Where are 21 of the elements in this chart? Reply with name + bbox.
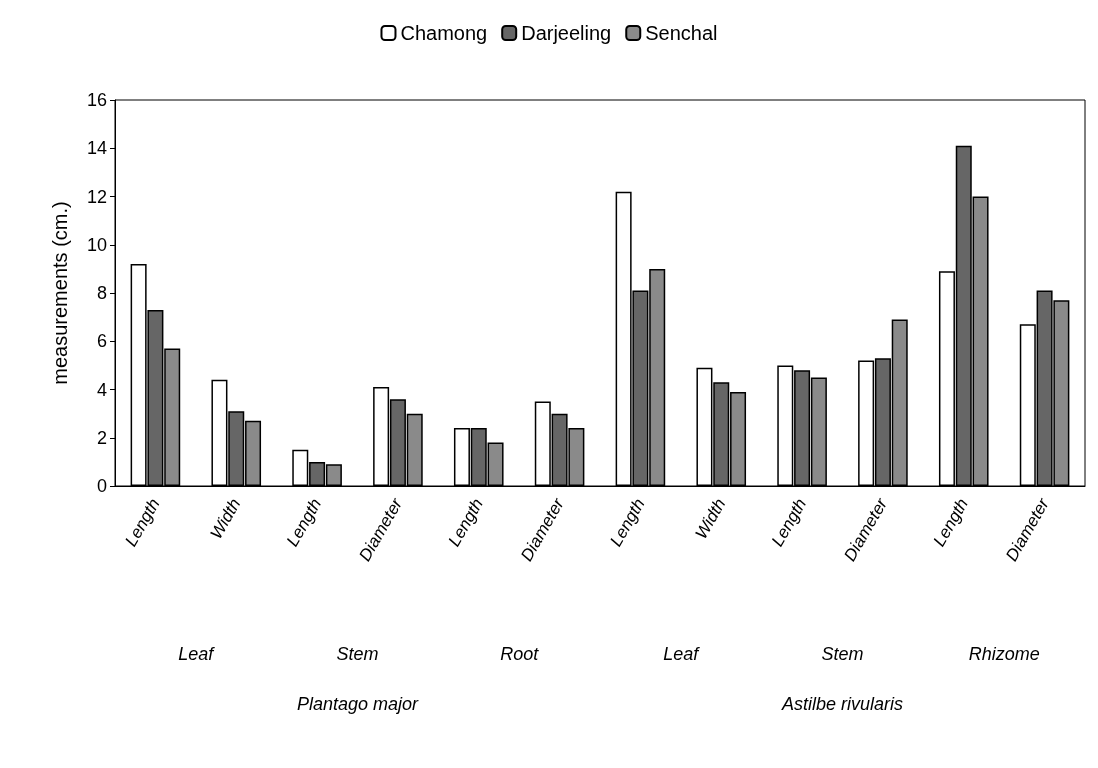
y-tick-label: 0	[96, 476, 107, 496]
y-tick-label: 8	[96, 283, 107, 303]
text: Leaf	[663, 644, 701, 664]
y-tick-label: 12	[86, 186, 107, 207]
y-tick-label: 4	[96, 379, 107, 400]
legend-label: Darjeeling	[521, 22, 612, 44]
text: Stem	[336, 644, 379, 664]
y-tick-label: 10	[86, 234, 107, 255]
text: Plantago major	[296, 694, 420, 714]
legend-label: Chamong	[400, 22, 488, 44]
text: Root	[500, 644, 540, 664]
y-tick-label: 16	[86, 90, 107, 110]
y-tick-label: 2	[96, 427, 107, 448]
y-axis-title: measurements (cm.)	[49, 201, 71, 385]
text: Rhizome	[968, 644, 1040, 664]
legend-label: Senchal	[645, 22, 718, 44]
y-tick-label: 14	[86, 138, 107, 159]
text: Astilbe rivularis	[780, 694, 904, 714]
text: Leaf	[178, 644, 216, 664]
y-tick-label: 6	[96, 331, 107, 352]
text: Stem	[821, 644, 864, 664]
